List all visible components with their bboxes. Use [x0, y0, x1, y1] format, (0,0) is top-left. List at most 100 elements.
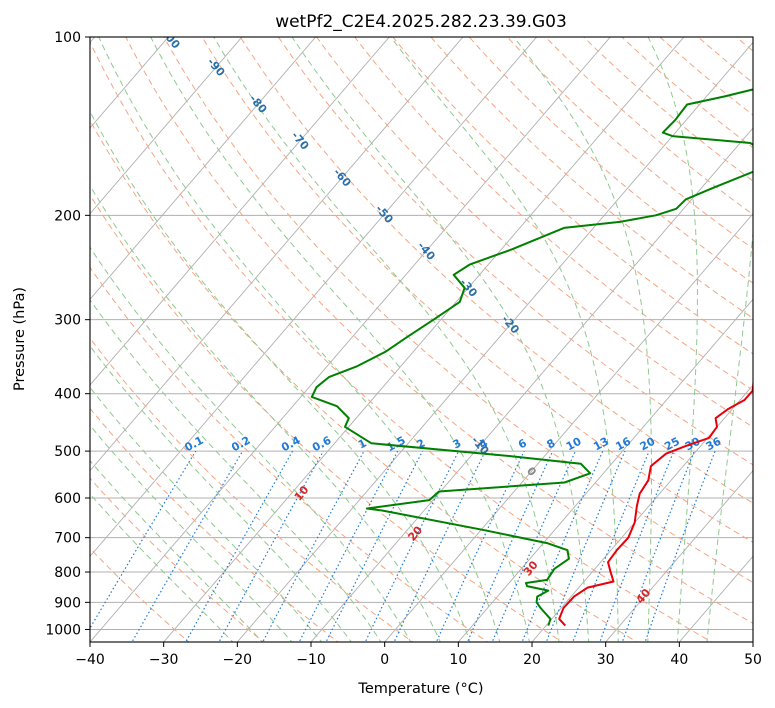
dry-adiabat-line: [430, 37, 753, 319]
isotherm-line: [90, 37, 464, 472]
mixing-ratio-label: 2: [414, 436, 427, 451]
plot-frame: [89, 36, 754, 643]
mixing-ratio-label: 20: [638, 435, 658, 454]
isotherm-line: [90, 37, 611, 642]
mixing-ratio-line: [572, 450, 650, 642]
x-axis-label: Temperature (°C): [357, 681, 483, 697]
isotherm-line: [605, 469, 753, 642]
isotherm-line: [678, 555, 753, 642]
y-tick-label: 800: [54, 565, 81, 581]
x-tick-label: 0: [380, 652, 389, 668]
mixing-ratio-label: 36: [704, 435, 724, 454]
moist-adiabat-line: [90, 345, 352, 642]
x-tick-label: 10: [449, 652, 467, 668]
y-tick-label: 300: [54, 313, 81, 329]
isotherm-line: [90, 37, 169, 129]
isotherm-line: [752, 641, 753, 642]
mixing-ratio-line: [521, 450, 604, 642]
x-tick-label: −20: [223, 652, 253, 668]
isotherm-line: [90, 37, 538, 558]
moist-adiabat-line: [90, 184, 441, 642]
isotherm-line: [531, 384, 753, 642]
mixing-ratio-line: [599, 450, 675, 642]
isotherm-line: [90, 37, 390, 386]
mixing-ratio-line: [298, 450, 399, 642]
x-tick-label: −30: [149, 652, 179, 668]
dewpoint-profile-line: [310, 88, 753, 626]
moist-adiabat-line: [647, 37, 698, 642]
dry-adiabat-label: 40: [633, 586, 653, 606]
dry-adiabat-label: 10: [292, 483, 312, 503]
mixing-ratio-line: [325, 450, 424, 642]
moist-adiabat-line: [90, 493, 234, 642]
moist-adiabat-line: [90, 299, 382, 642]
profile-lines: [310, 88, 753, 627]
dry-adiabat-line: [90, 40, 713, 642]
y-tick-label: 600: [54, 491, 81, 507]
x-tick-label: 50: [744, 652, 762, 668]
mixing-ratio-line: [545, 450, 626, 642]
dry-adiabat-line: [392, 37, 753, 355]
moist-adiabat-line: [213, 37, 560, 642]
moist-adiabat-line: [90, 110, 471, 642]
y-axis-label: Pressure (hPa): [12, 287, 28, 391]
temperature-profile-line: [558, 346, 753, 627]
dry-adiabat-line: [544, 37, 753, 216]
dry-adiabat-line: [735, 37, 753, 52]
mixing-ratio-label: 8: [545, 436, 558, 451]
isotherm-line: [90, 37, 243, 215]
mixing-ratio-line: [621, 450, 695, 642]
x-tick-label: −40: [75, 652, 105, 668]
x-axis-ticks: −40 −30 −20 −10 0 10 20 30 40 50: [75, 642, 762, 668]
y-tick-label: 1000: [45, 622, 81, 638]
mixing-ratio-label: 3: [451, 436, 464, 451]
dry-adiabat-line: [315, 37, 753, 428]
dry-adiabat-line: [125, 37, 753, 624]
dry-adiabat-label: 30: [521, 558, 541, 578]
y-tick-label: 100: [54, 30, 81, 46]
mixing-ratio-label: 6: [516, 436, 529, 451]
y-tick-label: 200: [54, 208, 81, 224]
moist-adiabat-line: [98, 37, 501, 642]
dry-adiabat-line: [90, 407, 340, 642]
mixing-ratio-line: [131, 450, 244, 642]
y-tick-label: 500: [54, 444, 81, 460]
isotherm-label: -70: [289, 129, 312, 153]
moist-adiabat-line: [706, 226, 753, 642]
dry-adiabat-line: [758, 24, 775, 645]
isotherm-line: [236, 41, 753, 642]
isotherm-line: [384, 213, 753, 642]
mixing-ratio-label: 13: [591, 435, 611, 454]
mixing-ratio-line: [262, 450, 365, 642]
moist-adiabat-line: [90, 424, 293, 642]
dry-adiabat-line: [90, 266, 489, 642]
y-tick-label: 400: [54, 387, 81, 403]
dry-adiabat-line: [90, 119, 638, 642]
dry-adiabat-line: [354, 37, 753, 391]
isotherm-label: -90: [205, 56, 228, 80]
dry-adiabat-line: [90, 547, 190, 642]
dry-adiabat-line: [163, 37, 753, 583]
x-tick-label: 30: [597, 652, 615, 668]
y-tick-label: 900: [54, 595, 81, 611]
dry-adiabat-label: 20: [405, 523, 425, 543]
y-tick-label: 700: [54, 531, 81, 547]
x-tick-label: 40: [670, 652, 688, 668]
isotherm-label: -20: [499, 313, 522, 337]
mixing-ratio-label: 10: [564, 435, 584, 454]
mixing-ratio-label: 16: [613, 435, 633, 454]
isotherm-line: [457, 298, 753, 642]
mixing-ratio-line: [644, 450, 716, 642]
dry-adiabat-line: [90, 337, 414, 642]
x-tick-label: 20: [523, 652, 541, 668]
dry-adiabat-line: [506, 37, 753, 250]
background-lines: [90, 24, 775, 645]
dry-adiabat-line: [659, 37, 753, 116]
moist-adiabat-line: [291, 37, 590, 642]
dry-adiabat-line: [582, 37, 753, 182]
moist-adiabat-line: [90, 386, 323, 642]
mixing-ratio-line: [435, 450, 525, 642]
dry-adiabat-line: [239, 37, 753, 504]
